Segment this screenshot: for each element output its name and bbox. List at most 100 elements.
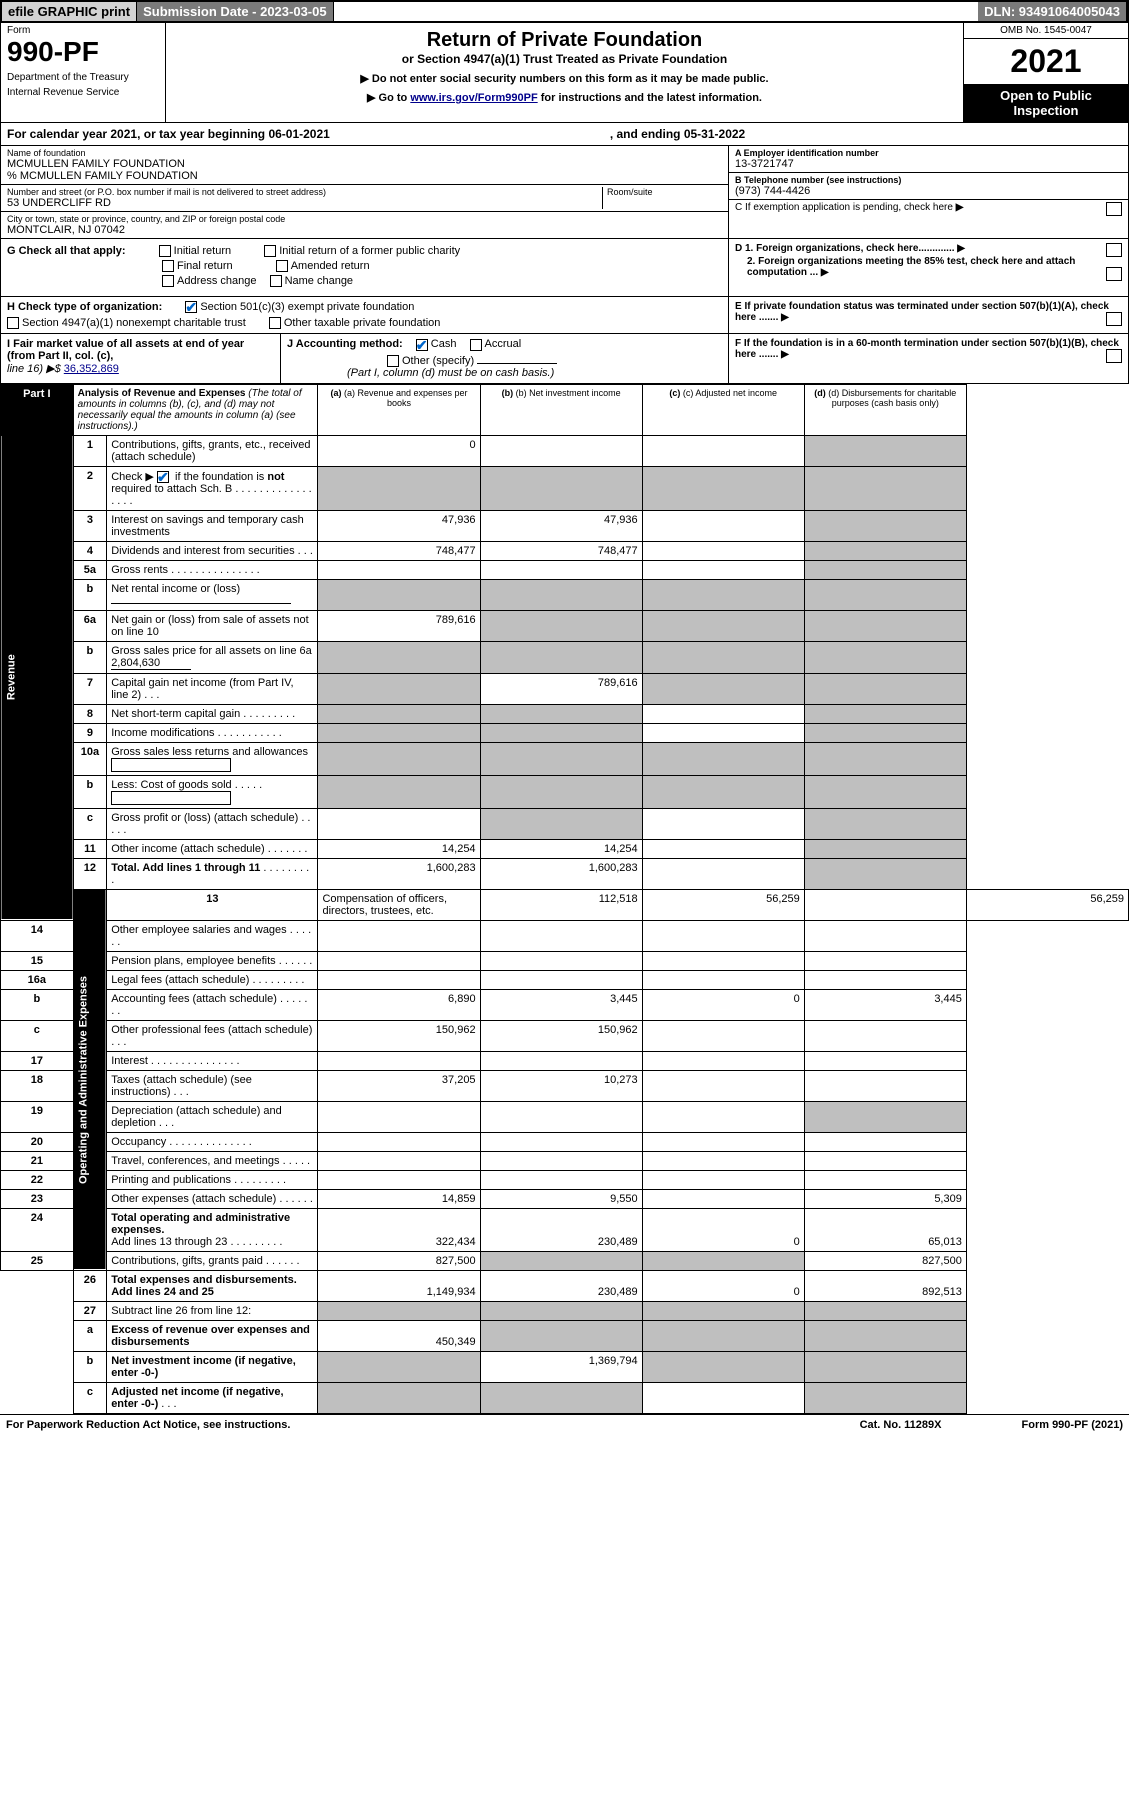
g-label: G Check all that apply: bbox=[7, 245, 126, 257]
line-18: Taxes (attach schedule) (see instruction… bbox=[107, 1070, 318, 1101]
line-2: Check ▶ if the foundation is not require… bbox=[107, 466, 318, 510]
line-4: Dividends and interest from securities .… bbox=[107, 541, 318, 560]
line-15: Pension plans, employee benefits . . . .… bbox=[107, 951, 318, 970]
line-12: Total. Add lines 1 through 11 . . . . . … bbox=[107, 858, 318, 889]
checkbox-address[interactable] bbox=[162, 275, 174, 287]
checkbox-c[interactable] bbox=[1106, 202, 1122, 216]
calendar-year-row: For calendar year 2021, or tax year begi… bbox=[0, 123, 1129, 146]
line-27b: Net investment income (if negative, ente… bbox=[107, 1351, 318, 1382]
line-27: Subtract line 26 from line 12: bbox=[107, 1301, 318, 1320]
j-label: J Accounting method: bbox=[287, 338, 403, 350]
line-27c: Adjusted net income (if negative, enter … bbox=[107, 1382, 318, 1413]
line-8: Net short-term capital gain . . . . . . … bbox=[107, 704, 318, 723]
line-27a: Excess of revenue over expenses and disb… bbox=[107, 1320, 318, 1351]
ein-value: 13-3721747 bbox=[735, 158, 1122, 170]
line-11: Other income (attach schedule) . . . . .… bbox=[107, 839, 318, 858]
e-text: E If private foundation status was termi… bbox=[735, 301, 1109, 323]
part1-title: Analysis of Revenue and Expenses bbox=[78, 388, 246, 399]
line-7: Capital gain net income (from Part IV, l… bbox=[107, 673, 318, 704]
instruction-2: ▶ Go to www.irs.gov/Form990PF for instru… bbox=[172, 91, 957, 104]
checkbox-final[interactable] bbox=[162, 260, 174, 272]
footer-left: For Paperwork Reduction Act Notice, see … bbox=[6, 1419, 290, 1431]
city-state-zip: MONTCLAIR, NJ 07042 bbox=[7, 224, 722, 236]
checkbox-4947[interactable] bbox=[7, 317, 19, 329]
fmv-value[interactable]: 36,352,869 bbox=[64, 363, 119, 375]
line-10b: Less: Cost of goods sold . . . . . bbox=[107, 775, 318, 808]
line-24: Total operating and administrative expen… bbox=[107, 1208, 318, 1251]
cal-year-end: , and ending 05-31-2022 bbox=[610, 127, 745, 141]
line-20: Occupancy . . . . . . . . . . . . . . bbox=[107, 1132, 318, 1151]
room-label: Room/suite bbox=[607, 187, 722, 197]
line-21: Travel, conferences, and meetings . . . … bbox=[107, 1151, 318, 1170]
checkbox-accrual[interactable] bbox=[470, 339, 482, 351]
checkbox-other-tax[interactable] bbox=[269, 317, 281, 329]
d2-text: 2. Foreign organizations meeting the 85%… bbox=[747, 256, 1075, 278]
ij-section: I Fair market value of all assets at end… bbox=[0, 334, 1129, 383]
checkbox-initial-former[interactable] bbox=[264, 245, 276, 257]
phone-value: (973) 744-4426 bbox=[735, 185, 1122, 197]
checkbox-amended[interactable] bbox=[276, 260, 288, 272]
checkbox-f[interactable] bbox=[1106, 349, 1122, 363]
dln: DLN: 93491064005043 bbox=[978, 2, 1127, 21]
line-16c: Other professional fees (attach schedule… bbox=[107, 1020, 318, 1051]
entity-info: Name of foundation MCMULLEN FAMILY FOUND… bbox=[0, 146, 1129, 239]
name-label: Name of foundation bbox=[7, 148, 722, 158]
h-label: H Check type of organization: bbox=[7, 301, 162, 313]
d1-text: D 1. Foreign organizations, check here..… bbox=[735, 243, 955, 254]
open-to-public: Open to Public Inspection bbox=[964, 84, 1128, 122]
instruction-1: ▶ Do not enter social security numbers o… bbox=[172, 72, 957, 85]
line-9: Income modifications . . . . . . . . . .… bbox=[107, 723, 318, 742]
city-label: City or town, state or province, country… bbox=[7, 214, 722, 224]
ein-label: A Employer identification number bbox=[735, 148, 1122, 158]
line-6a: Net gain or (loss) from sale of assets n… bbox=[107, 610, 318, 641]
line-13: Compensation of officers, directors, tru… bbox=[318, 889, 480, 920]
addr-label: Number and street (or P.O. box number if… bbox=[7, 187, 602, 197]
dept-treasury: Department of the Treasury bbox=[7, 72, 159, 83]
c-text: C If exemption application is pending, c… bbox=[735, 202, 953, 213]
col-a-header: (a) (a) Revenue and expenses per books bbox=[318, 384, 480, 435]
line-14: Other employee salaries and wages . . . … bbox=[107, 920, 318, 951]
h-section: H Check type of organization: Section 50… bbox=[0, 297, 1129, 334]
line-5b: Net rental income or (loss) bbox=[107, 579, 318, 610]
line-26: Total expenses and disbursements. Add li… bbox=[107, 1270, 318, 1301]
form-label: Form bbox=[7, 25, 159, 36]
line-10a: Gross sales less returns and allowances bbox=[107, 742, 318, 775]
checkbox-cash[interactable] bbox=[416, 339, 428, 351]
street-address: 53 UNDERCLIFF RD bbox=[7, 197, 602, 209]
checkbox-d2[interactable] bbox=[1106, 267, 1122, 281]
form-number: 990-PF bbox=[7, 36, 159, 68]
line-10c: Gross profit or (loss) (attach schedule)… bbox=[107, 808, 318, 839]
col-c-header: (c) (c) Adjusted net income bbox=[642, 384, 804, 435]
line-17: Interest . . . . . . . . . . . . . . . bbox=[107, 1051, 318, 1070]
top-bar: efile GRAPHIC print Submission Date - 20… bbox=[0, 0, 1129, 23]
g-section: G Check all that apply: Initial return I… bbox=[0, 239, 1129, 297]
checkbox-other-acct[interactable] bbox=[387, 355, 399, 367]
line-19: Depreciation (attach schedule) and deple… bbox=[107, 1101, 318, 1132]
line-16a: Legal fees (attach schedule) . . . . . .… bbox=[107, 970, 318, 989]
line-25: Contributions, gifts, grants paid . . . … bbox=[107, 1251, 318, 1270]
footer-cat: Cat. No. 11289X bbox=[860, 1419, 942, 1431]
line-5a: Gross rents . . . . . . . . . . . . . . … bbox=[107, 560, 318, 579]
part1-table: Part I Analysis of Revenue and Expenses … bbox=[0, 384, 1129, 1414]
checkbox-name[interactable] bbox=[270, 275, 282, 287]
j-note: (Part I, column (d) must be on cash basi… bbox=[347, 367, 722, 379]
part1-label: Part I bbox=[1, 384, 74, 435]
page-footer: For Paperwork Reduction Act Notice, see … bbox=[0, 1414, 1129, 1435]
irs-link[interactable]: www.irs.gov/Form990PF bbox=[410, 92, 537, 104]
efile-label[interactable]: efile GRAPHIC print bbox=[2, 2, 137, 21]
checkbox-e[interactable] bbox=[1106, 312, 1122, 326]
checkbox-501c3[interactable] bbox=[185, 301, 197, 313]
f-text: F If the foundation is in a 60-month ter… bbox=[735, 338, 1119, 360]
phone-label: B Telephone number (see instructions) bbox=[735, 175, 1122, 185]
form-subtitle: or Section 4947(a)(1) Trust Treated as P… bbox=[172, 52, 957, 66]
checkbox-initial[interactable] bbox=[159, 245, 171, 257]
i-line16: line 16) ▶$ bbox=[7, 363, 61, 375]
line-6b: Gross sales price for all assets on line… bbox=[107, 641, 318, 673]
form-title: Return of Private Foundation bbox=[172, 29, 957, 52]
col-d-header: (d) (d) Disbursements for charitable pur… bbox=[804, 384, 966, 435]
cal-year-begin: For calendar year 2021, or tax year begi… bbox=[7, 127, 330, 141]
checkbox-schb[interactable] bbox=[157, 471, 169, 483]
line-23: Other expenses (attach schedule) . . . .… bbox=[107, 1189, 318, 1208]
expenses-side-label: Operating and Administrative Expenses bbox=[73, 889, 107, 1270]
checkbox-d1[interactable] bbox=[1106, 243, 1122, 257]
